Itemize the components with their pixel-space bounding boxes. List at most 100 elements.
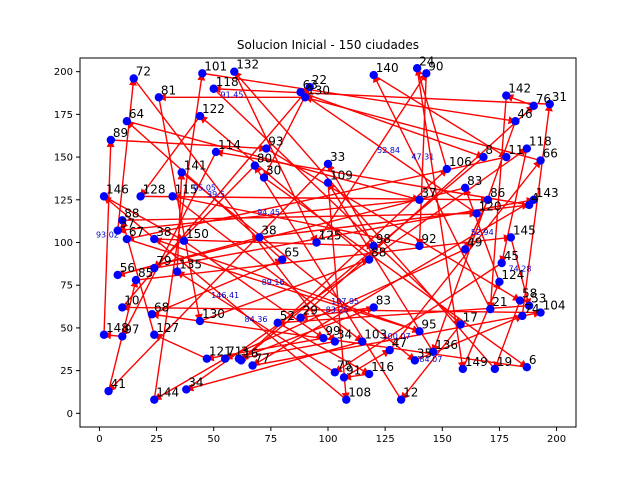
y-tick-label: 200: [54, 67, 73, 78]
edge-distance-label: 146.41: [211, 291, 239, 300]
tour-edge: [176, 270, 336, 373]
city-label: 124: [501, 268, 524, 282]
city-label: 46: [517, 107, 532, 121]
x-tick-label: 125: [376, 434, 395, 445]
edge-distance-label: 74.28: [509, 265, 532, 274]
city-label: 24: [419, 54, 434, 68]
tour-edge: [254, 164, 402, 401]
city-point: [522, 363, 532, 372]
edge-distance-label: 93.02: [96, 230, 119, 239]
city-label: 108: [348, 386, 371, 400]
city-point: [250, 161, 260, 170]
city-label: 121: [209, 345, 232, 359]
tour-edge: [486, 95, 507, 311]
tour-edge: [300, 105, 535, 319]
city-point: [342, 395, 351, 404]
tour-edge: [389, 159, 542, 351]
city-point: [255, 233, 264, 242]
city-label: 92: [421, 232, 436, 246]
city-label: 99: [325, 324, 340, 338]
city-point: [415, 327, 424, 336]
city-point: [150, 263, 159, 273]
edge-distance-label: 84.07: [419, 355, 442, 364]
city-point: [486, 304, 495, 314]
chart-title: Solucion Inicial - 150 ciudades: [237, 38, 419, 52]
edge-distance-label: 89.16: [262, 278, 285, 287]
city-point: [118, 216, 127, 225]
city-point: [369, 241, 378, 251]
city-point: [442, 164, 452, 174]
city-point: [511, 117, 520, 126]
city-point: [483, 195, 493, 204]
x-tick-label: 75: [264, 434, 277, 445]
city-label: 79: [156, 254, 171, 268]
city-point: [369, 70, 378, 80]
y-axis: 0 25 50 75 100 125 150 175 200: [54, 67, 80, 420]
city-point: [150, 234, 159, 244]
city-label: 65: [284, 246, 299, 260]
tour-edge: [103, 195, 185, 242]
city-label: 149: [465, 355, 488, 369]
city-point: [369, 303, 378, 312]
city-point: [460, 183, 470, 193]
city-point: [497, 258, 506, 268]
city-label: 128: [143, 182, 166, 196]
city-point: [278, 255, 287, 264]
tour-edge: [172, 195, 364, 343]
city-label: 3: [241, 345, 249, 359]
tour-edge: [299, 306, 374, 321]
city-point: [358, 337, 367, 346]
tour-edge: [103, 195, 347, 401]
city-label: 68: [154, 300, 169, 314]
city-point: [182, 385, 191, 394]
tour-edge: [117, 235, 261, 276]
tour-edge: [153, 358, 226, 401]
city-point: [99, 192, 109, 201]
tour-edge: [181, 171, 416, 362]
city-point: [524, 200, 534, 210]
tour-edge: [199, 115, 370, 261]
tour-edge: [185, 340, 363, 392]
city-point: [195, 316, 205, 326]
tour-edge: [400, 324, 462, 401]
city-label: 93: [268, 135, 283, 149]
edge-distance-label: 52.94: [471, 228, 494, 237]
city-point: [211, 147, 221, 157]
edge-distance-label: 47.31: [411, 153, 434, 162]
city-label: 85: [138, 266, 153, 280]
city-label: 144: [156, 386, 179, 400]
city-label: 10: [124, 293, 139, 307]
city-point: [506, 233, 516, 242]
city-point: [106, 135, 116, 145]
city-label: 41: [111, 377, 126, 391]
city-label: 120: [479, 199, 502, 213]
city-label: 45: [504, 249, 519, 263]
y-tick-label: 150: [54, 153, 73, 164]
city-point: [300, 93, 310, 102]
tour-edge: [415, 67, 448, 170]
city-label: 146: [106, 182, 129, 196]
city-point: [460, 245, 470, 254]
tour-edge: [171, 193, 420, 247]
city-point: [296, 313, 305, 322]
city-label: 90: [428, 59, 443, 73]
city-label: 101: [204, 59, 227, 73]
city-label: 114: [218, 138, 241, 152]
city-label: 58: [522, 287, 537, 301]
city-point: [323, 178, 333, 187]
city-point: [545, 99, 554, 109]
city-label: 148: [106, 321, 129, 335]
city-label: 52: [280, 309, 295, 323]
city-label: 97: [124, 322, 139, 336]
city-point: [195, 111, 205, 121]
city-label: 104: [543, 299, 566, 313]
city-point: [150, 395, 159, 404]
city-label: 66: [543, 147, 558, 161]
city-label: 30: [266, 164, 281, 178]
city-point: [495, 277, 504, 286]
city-label: 135: [179, 258, 202, 272]
x-tick-label: 150: [433, 434, 452, 445]
city-point: [422, 69, 431, 78]
y-tick-label: 50: [60, 323, 73, 334]
